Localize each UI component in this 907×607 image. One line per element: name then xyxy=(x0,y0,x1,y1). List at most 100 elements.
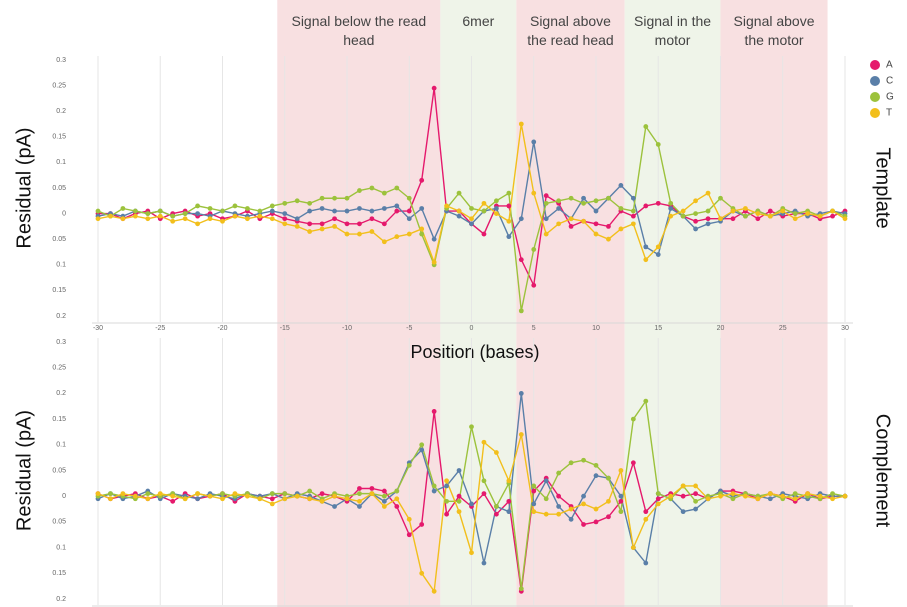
data-point xyxy=(718,216,723,222)
data-point xyxy=(630,195,636,201)
data-point xyxy=(207,493,213,499)
y-tick-label: 0.1 xyxy=(56,544,66,551)
data-point xyxy=(618,509,624,515)
data-point xyxy=(406,532,412,538)
data-point xyxy=(344,231,350,237)
data-point xyxy=(556,221,562,227)
data-point xyxy=(693,198,698,204)
data-point xyxy=(593,506,599,512)
data-point xyxy=(842,216,848,222)
data-point xyxy=(207,206,213,211)
side-label: Complement xyxy=(872,414,894,528)
data-point xyxy=(469,206,474,211)
data-point xyxy=(269,496,275,502)
data-point xyxy=(344,208,350,214)
y-tick-label: 0.1 xyxy=(56,159,66,166)
data-point xyxy=(182,216,188,222)
data-point xyxy=(232,203,238,209)
legend-label: C xyxy=(886,76,893,87)
data-point xyxy=(245,216,250,222)
data-point xyxy=(531,190,537,196)
data-point xyxy=(518,121,524,127)
data-point xyxy=(568,216,574,222)
data-point xyxy=(668,206,674,211)
data-point xyxy=(506,478,512,484)
data-point xyxy=(145,211,151,217)
data-point xyxy=(419,447,425,453)
legend-swatch xyxy=(870,108,880,118)
data-point xyxy=(556,206,562,211)
data-point xyxy=(792,211,798,217)
data-point xyxy=(95,491,101,497)
data-point xyxy=(406,462,412,468)
data-point xyxy=(792,496,798,502)
data-point xyxy=(406,195,412,201)
data-point xyxy=(469,221,474,227)
region-label: 6mer xyxy=(462,13,495,29)
data-point xyxy=(120,206,126,211)
y-tick-label: 0.2 xyxy=(56,313,66,320)
legend-label: A xyxy=(886,60,893,71)
data-point xyxy=(556,511,562,517)
data-point xyxy=(518,216,524,222)
data-point xyxy=(108,496,113,502)
data-point xyxy=(369,216,375,222)
data-point xyxy=(394,234,400,240)
data-point xyxy=(680,483,686,489)
x-tick-label: 5 xyxy=(532,325,536,332)
data-point xyxy=(406,516,412,522)
data-point xyxy=(132,208,138,214)
data-point xyxy=(307,488,313,494)
data-point xyxy=(269,501,275,507)
data-point xyxy=(655,491,661,497)
data-point xyxy=(668,213,674,219)
data-point xyxy=(531,247,537,252)
data-point xyxy=(220,218,225,224)
data-point xyxy=(157,213,163,219)
data-point xyxy=(95,208,101,214)
region xyxy=(624,0,721,607)
data-point xyxy=(269,208,275,214)
data-point xyxy=(581,218,586,224)
data-point xyxy=(780,493,786,499)
data-point xyxy=(630,213,636,219)
data-point xyxy=(506,498,512,504)
data-point xyxy=(705,496,711,502)
data-point xyxy=(543,511,549,517)
data-point xyxy=(170,493,176,499)
data-point xyxy=(444,498,449,504)
data-point xyxy=(444,203,449,209)
data-point xyxy=(593,221,599,227)
data-point xyxy=(369,208,375,214)
data-point xyxy=(369,486,375,491)
data-point xyxy=(108,213,113,219)
x-tick-label: 0 xyxy=(470,325,474,332)
data-point xyxy=(606,475,611,481)
data-point xyxy=(693,506,698,512)
data-point xyxy=(568,460,574,466)
data-point xyxy=(481,208,487,214)
data-point xyxy=(394,504,400,509)
data-point xyxy=(319,491,325,497)
data-point xyxy=(257,208,263,214)
data-point xyxy=(543,216,549,222)
data-point xyxy=(630,545,636,550)
data-point xyxy=(282,216,288,222)
data-point xyxy=(593,462,599,468)
data-point xyxy=(469,550,474,556)
data-point xyxy=(543,193,549,199)
data-point xyxy=(406,208,412,214)
data-point xyxy=(593,519,599,525)
y-tick-label: 0.2 xyxy=(56,596,66,603)
data-point xyxy=(643,398,649,404)
data-point xyxy=(494,504,499,509)
data-point xyxy=(556,470,562,476)
data-point xyxy=(817,493,823,499)
data-point xyxy=(282,491,288,497)
region-label: Signal above the motor xyxy=(733,13,815,48)
data-point xyxy=(568,506,574,512)
data-point xyxy=(655,200,661,206)
data-point xyxy=(630,460,636,466)
data-point xyxy=(469,216,474,222)
region-label: Signal below the read head xyxy=(291,13,427,48)
